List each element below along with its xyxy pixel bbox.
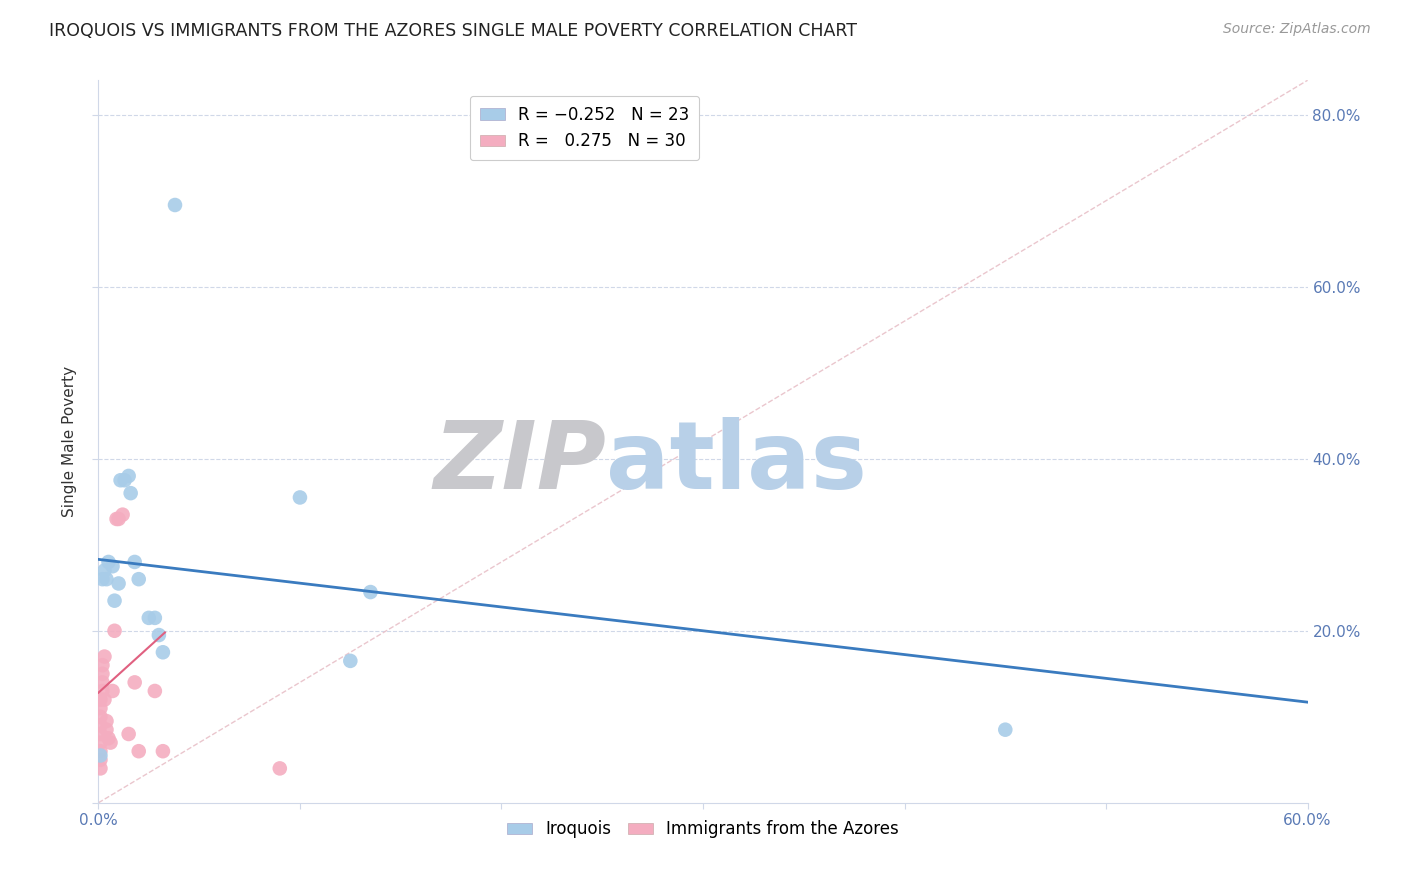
Point [91,572,114,586]
Point [97,555,120,569]
Text: IROQUOIS VS IMMIGRANTS FROM THE AZORES SINGLE MALE POVERTY CORRELATION CHART: IROQUOIS VS IMMIGRANTS FROM THE AZORES S… [49,22,858,40]
Point [89,735,111,749]
Point [152,744,174,758]
Point [100,735,122,749]
Point [269,761,291,775]
Legend: Iroquois, Immigrants from the Azores: Iroquois, Immigrants from the Azores [501,814,905,845]
Point [107,512,129,526]
Point [124,555,146,569]
Point [89,701,111,715]
Text: ZIP: ZIP [433,417,606,509]
Point [89,748,111,763]
Point [994,723,1017,737]
Point [97,731,120,746]
Point [111,508,134,522]
Point [101,684,124,698]
Point [152,645,174,659]
Text: Source: ZipAtlas.com: Source: ZipAtlas.com [1223,22,1371,37]
Text: atlas: atlas [606,417,868,509]
Point [89,718,111,732]
Point [96,723,118,737]
Point [288,491,311,505]
Point [143,684,166,698]
Point [107,576,129,591]
Point [118,727,141,741]
Point [339,654,361,668]
Point [360,585,382,599]
Point [118,469,141,483]
Point [163,198,186,212]
Point [89,727,111,741]
Point [91,658,114,673]
Point [91,675,114,690]
Point [101,559,124,574]
Point [89,753,111,767]
Point [91,666,114,681]
Point [91,684,114,698]
Point [128,572,150,586]
Point [96,572,118,586]
Point [96,714,118,728]
Point [89,710,111,724]
Y-axis label: Single Male Poverty: Single Male Poverty [62,366,77,517]
Point [128,744,150,758]
Point [103,624,125,638]
Point [89,744,111,758]
Point [114,473,136,487]
Point [105,512,128,526]
Point [120,486,142,500]
Point [93,692,115,706]
Point [124,675,146,690]
Point [89,761,111,775]
Point [93,649,115,664]
Point [93,564,115,578]
Point [103,593,125,607]
Point [143,611,166,625]
Point [148,628,170,642]
Point [89,692,111,706]
Point [110,473,132,487]
Point [138,611,160,625]
